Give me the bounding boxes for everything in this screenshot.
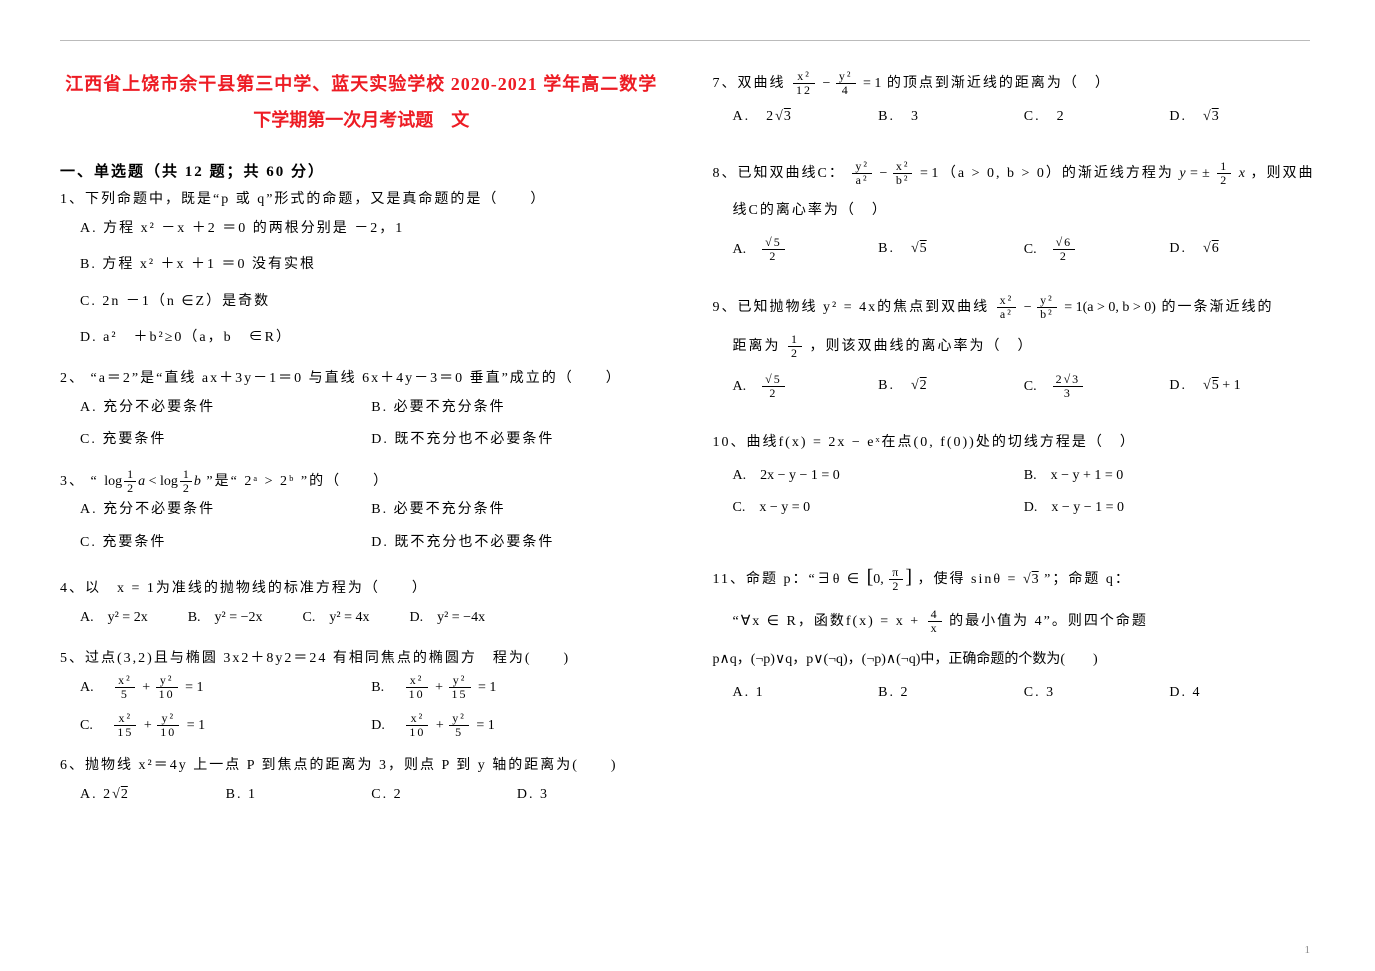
q3-stem: 3、 “ log12a < log12b ”是“ 2ᵃ > 2ᵇ ”的（ ） [60,468,663,496]
q8-option-a: A. √52 [733,236,879,264]
q10-option-b: B. x − y + 1 = 0 [1024,463,1315,490]
question-7: 7、双曲线 x²12 − y²4 = 1 的顶点到渐近线的距离为（ ） A. 2… [713,70,1316,130]
q7-stem: 7、双曲线 x²12 − y²4 = 1 的顶点到渐近线的距离为（ ） [713,70,1316,98]
q1-option-a: A. 方程 x² －x ＋2 ＝0 的两根分别是 －2，1 [80,216,663,243]
q2-option-d: D. 既不充分也不必要条件 [371,427,662,454]
q3-option-d: D. 既不充分也不必要条件 [371,530,662,557]
q11-option-c: C. 3 [1024,680,1170,707]
q6-stem: 6、抛物线 x²＝4y 上一点 P 到焦点的距离为 3，则点 P 到 y 轴的距… [60,753,663,780]
q3-option-a: A. 充分不必要条件 [80,497,371,524]
question-8: 8、已知双曲线C： y²a² − x²b² = 1 （a > 0, b > 0）… [713,160,1316,264]
q4-option-c: C. y² = 4x [303,605,370,632]
q1-option-c: C. 2n －1（n ∈Z）是奇数 [80,289,663,316]
q1-stem: 1、下列命题中，既是“p 或 q”形式的命题，又是真命题的是（ ） [60,187,663,214]
q7-option-d: D. √3 [1169,104,1315,131]
question-11: 11、命题 p：“∃θ ∈ [0, π2] ，使得 sinθ = √3 ”；命题… [713,558,1316,707]
q7-option-c: C. 2 [1024,104,1170,131]
left-column: 江西省上饶市余干县第三中学、蓝天实验学校 2020-2021 学年高二数学 下学… [60,70,663,822]
q2-stem: 2、 “a＝2”是“直线 ax＋3y－1＝0 与直线 6x＋4y－3＝0 垂直”… [60,366,663,393]
q8-option-d: D. √6 [1169,236,1315,264]
q5-stem: 5、过点(3,2)且与椭圆 3x2＋8y2＝24 有相同焦点的椭圆方 程为( ) [60,646,663,673]
q8-option-b: B. √5 [878,236,1024,264]
right-column: 7、双曲线 x²12 − y²4 = 1 的顶点到渐近线的距离为（ ） A. 2… [713,70,1316,822]
q7-option-a: A. 2√3 [733,104,879,131]
q10-option-c: C. x − y = 0 [733,495,1024,522]
q11-stem-line2: “∀x ∈ R，函数f(x) = x + 4x 的最小值为 4”。则四个命题 [733,608,1316,636]
q5-option-d: D. x²10 + y²5 = 1 [371,712,662,740]
q2-options: A. 充分不必要条件 B. 必要不充分条件 C. 充要条件 D. 既不充分也不必… [80,395,663,460]
q6-option-b: B. 1 [226,782,372,809]
q5-option-c: C. x²15 + y²10 = 1 [80,712,371,740]
q10-options: A. 2x − y − 1 = 0 B. x − y + 1 = 0 C. x … [733,463,1316,528]
q10-option-d: D. x − y − 1 = 0 [1024,495,1315,522]
q4-option-b: B. y² = −2x [188,605,263,632]
q3-log-expr: log12a < log12b [104,474,201,489]
q5-options-row1: A. x²5 + y²10 = 1 B. x²10 + y²15 = 1 [80,674,663,702]
q6-option-d: D. 3 [517,782,663,809]
q8-option-c: C. √62 [1024,236,1170,264]
q6-option-a: A. 2√2 [80,782,226,809]
page-number: 1 [1305,944,1311,956]
question-4: 4、以 x = 1为准线的抛物线的标准方程为（ ） A. y² = 2x B. … [60,576,663,631]
question-5: 5、过点(3,2)且与椭圆 3x2＋8y2＝24 有相同焦点的椭圆方 程为( )… [60,646,663,740]
q2-option-b: B. 必要不充分条件 [371,395,662,422]
q8-stem-line1: 8、已知双曲线C： y²a² − x²b² = 1 （a > 0, b > 0）… [713,160,1316,188]
q11-stem-line3: p∧q，(¬p)∨q，p∨(¬q)，(¬p)∧(¬q)中，正确命题的个数为( ) [713,647,1316,674]
q10-stem: 10、曲线f(x) = 2x − eˣ在点(0, f(0))处的切线方程是（ ） [713,430,1316,457]
q1-option-d: D. a² ＋b²≥0（a，b ∈R） [80,325,663,352]
q8-options: A. √52 B. √5 C. √62 D. √6 [733,236,1316,264]
q9-option-c: C. 2√33 [1024,373,1170,401]
question-1: 1、下列命题中，既是“p 或 q”形式的命题，又是真命题的是（ ） A. 方程 … [60,187,663,352]
q3-option-b: B. 必要不充分条件 [371,497,662,524]
question-3: 3、 “ log12a < log12b ”是“ 2ᵃ > 2ᵇ ”的（ ） A… [60,468,663,563]
q4-option-a: A. y² = 2x [80,605,148,632]
q9-options: A. √52 B. √2 C. 2√33 D. √5 + 1 [733,373,1316,401]
q11-option-b: B. 2 [878,680,1024,707]
document-title-line2: 下学期第一次月考试题 文 [60,106,663,132]
q6-options: A. 2√2 B. 1 C. 2 D. 3 [80,782,663,809]
two-column-layout: 江西省上饶市余干县第三中学、蓝天实验学校 2020-2021 学年高二数学 下学… [60,70,1315,822]
question-2: 2、 “a＝2”是“直线 ax＋3y－1＝0 与直线 6x＋4y－3＝0 垂直”… [60,366,663,460]
section-1-header: 一、单选题（共 12 题；共 60 分） [60,160,663,181]
q3-options: A. 充分不必要条件 B. 必要不充分条件 C. 充要条件 D. 既不充分也不必… [80,497,663,562]
q9-option-b: B. √2 [878,373,1024,401]
header-rule [60,40,1310,41]
question-10: 10、曲线f(x) = 2x − eˣ在点(0, f(0))处的切线方程是（ ）… [713,430,1316,528]
q5-option-a: A. x²5 + y²10 = 1 [80,674,371,702]
q9-option-a: A. √52 [733,373,879,401]
q1-options: A. 方程 x² －x ＋2 ＝0 的两根分别是 －2，1 B. 方程 x² ＋… [60,216,663,352]
q5-option-b: B. x²10 + y²15 = 1 [371,674,662,702]
document-title-line1: 江西省上饶市余干县第三中学、蓝天实验学校 2020-2021 学年高二数学 [60,70,663,96]
question-9: 9、已知抛物线 y² = 4x的焦点到双曲线 x²a² − y²b² = 1(a… [713,294,1316,401]
q1-option-b: B. 方程 x² ＋x ＋1 ＝0 没有实根 [80,252,663,279]
q9-option-d: D. √5 + 1 [1169,373,1315,401]
q3-stem-prefix: 3、 “ [60,474,99,489]
q3-option-c: C. 充要条件 [80,530,371,557]
q9-stem-line1: 9、已知抛物线 y² = 4x的焦点到双曲线 x²a² − y²b² = 1(a… [713,294,1316,322]
q6-option-c: C. 2 [371,782,517,809]
q9-stem-line2: 距离为 12 ，则该双曲线的离心率为（ ） [733,333,1316,361]
q4-option-d: D. y² = −4x [409,605,485,632]
q2-option-c: C. 充要条件 [80,427,371,454]
q7-option-b: B. 3 [878,104,1024,131]
q11-option-d: D. 4 [1169,680,1315,707]
q3-stem-mid: ”是“ 2ᵃ > 2ᵇ ”的（ ） [206,474,389,489]
question-6: 6、抛物线 x²＝4y 上一点 P 到焦点的距离为 3，则点 P 到 y 轴的距… [60,753,663,808]
q5-options-row2: C. x²15 + y²10 = 1 D. x²10 + y²5 = 1 [80,712,663,740]
q11-stem-line1: 11、命题 p：“∃θ ∈ [0, π2] ，使得 sinθ = √3 ”；命题… [713,558,1316,596]
q11-option-a: A. 1 [733,680,879,707]
q4-options: A. y² = 2x B. y² = −2x C. y² = 4x D. y² … [80,605,663,632]
q10-option-a: A. 2x − y − 1 = 0 [733,463,1024,490]
q11-options: A. 1 B. 2 C. 3 D. 4 [733,680,1316,707]
q8-stem-line2: 线C的离心率为（ ） [733,198,1316,225]
q2-option-a: A. 充分不必要条件 [80,395,371,422]
q4-stem: 4、以 x = 1为准线的抛物线的标准方程为（ ） [60,576,663,603]
q7-options: A. 2√3 B. 3 C. 2 D. √3 [733,104,1316,131]
